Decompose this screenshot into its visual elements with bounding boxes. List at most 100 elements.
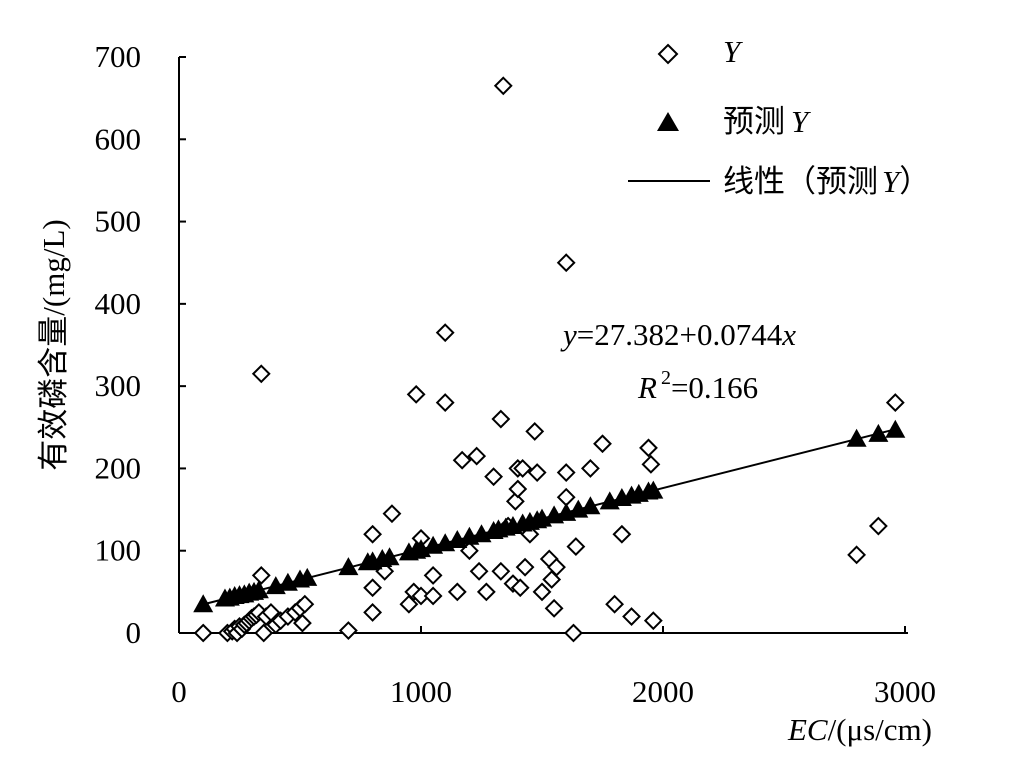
predicted-point [338, 557, 359, 576]
observed-point [423, 565, 443, 585]
observed-point [513, 459, 533, 478]
x-tick-label: 1000 [390, 674, 452, 709]
r-squared-sup: 2 [661, 367, 671, 389]
observed-point [639, 438, 658, 458]
equation-rhs: =27.382+0.0744 [577, 317, 783, 352]
observed-point [452, 450, 472, 470]
observed-point [493, 76, 513, 96]
observed-point [556, 487, 576, 507]
predicted-point [193, 594, 214, 613]
observed-point [363, 524, 383, 544]
observed-point [564, 623, 583, 643]
observed-point [293, 613, 312, 633]
r-squared-value: =0.166 [671, 370, 758, 405]
predicted-point [885, 419, 906, 438]
observed-point [363, 603, 383, 622]
y-tick-label: 700 [95, 39, 142, 74]
observed-point [525, 421, 545, 441]
legend-marker-y [657, 43, 679, 65]
predicted-point [846, 428, 867, 447]
observed-point [406, 384, 426, 404]
equation-y-var: y [560, 317, 577, 352]
observed-point [251, 565, 271, 585]
observed-point [476, 582, 496, 602]
observed-point [363, 578, 383, 598]
observed-point [556, 463, 576, 482]
y-tick-label: 600 [95, 121, 142, 156]
observed-point [382, 504, 402, 524]
observed-point [612, 524, 632, 544]
observed-point [447, 582, 467, 602]
observed-point [515, 557, 535, 577]
observed-point [508, 479, 528, 499]
observed-point [868, 516, 888, 536]
r-squared-var: R [637, 370, 657, 405]
legend-label-trendline-var: Y [882, 164, 902, 199]
y-axis-label: 有效磷含量/(mg/L) [36, 219, 71, 470]
observed-point [527, 463, 547, 482]
predicted-point [643, 480, 664, 499]
predicted-point [580, 496, 601, 515]
x-tick-label: 3000 [874, 674, 936, 709]
series-predicted-points [193, 419, 906, 613]
observed-point [338, 621, 358, 640]
y-ticks: 0 100 200 300 400 500 600 700 [95, 39, 186, 650]
observed-point [491, 409, 511, 429]
observed-point [193, 623, 213, 643]
observed-point [566, 537, 586, 557]
legend: Y 预测 Y 线性（预测 Y） [628, 34, 930, 199]
observed-point [491, 561, 511, 581]
y-tick-label: 200 [95, 450, 142, 485]
observed-point [510, 578, 530, 598]
observed-point [544, 598, 564, 618]
r-squared: R 2=0.166 [637, 367, 758, 405]
observed-point [580, 459, 600, 478]
legend-marker-predicted [657, 112, 679, 131]
observed-point [622, 607, 641, 626]
legend-label-trendline-close: ） [899, 164, 930, 199]
legend-label-predicted-prefix: 预测 [723, 104, 785, 139]
observed-point [484, 467, 504, 487]
observed-point [641, 454, 661, 474]
legend-label-trendline: 线性（预测 Y） [723, 164, 930, 199]
x-axis-label: EC/(μs/cm) [787, 712, 932, 747]
x-axis-label-unit: /(μs/cm) [828, 712, 932, 747]
legend-label-trendline-prefix: 线性 [723, 164, 785, 199]
observed-point [254, 623, 274, 643]
observed-point [532, 582, 552, 602]
x-axis-label-variable: EC [787, 712, 828, 747]
y-tick-label: 0 [126, 615, 142, 650]
x-tick-label: 2000 [632, 674, 694, 709]
observed-point [593, 434, 612, 454]
predicted-point [297, 567, 318, 586]
x-ticks: 0 1000 2000 3000 [171, 626, 936, 709]
legend-label-trendline-open: （预测 [785, 164, 878, 199]
observed-point [505, 491, 525, 511]
legend-label-y: Y [723, 34, 743, 69]
observed-point [885, 393, 905, 413]
predicted-point [379, 547, 400, 566]
observed-point [411, 586, 431, 606]
observed-point [467, 446, 487, 466]
observed-point [469, 561, 489, 581]
observed-point [251, 364, 271, 384]
observed-point [295, 594, 315, 614]
y-tick-label: 400 [95, 286, 142, 321]
y-tick-label: 300 [95, 368, 142, 403]
predicted-point [868, 423, 889, 442]
regression-equation: y=27.382+0.0744x [560, 317, 796, 352]
observed-point [847, 545, 867, 565]
y-tick-label: 100 [95, 533, 142, 568]
observed-point [547, 557, 566, 577]
observed-point [435, 393, 455, 413]
x-tick-label: 0 [171, 674, 187, 709]
observed-point [423, 586, 443, 606]
observed-point [556, 253, 576, 273]
series-y-points [193, 76, 905, 643]
y-tick-label: 500 [95, 204, 142, 239]
observed-point [643, 611, 663, 631]
equation-x-var: x [781, 317, 796, 352]
legend-label-predicted: 预测 Y [723, 104, 811, 139]
observed-point [435, 323, 455, 343]
